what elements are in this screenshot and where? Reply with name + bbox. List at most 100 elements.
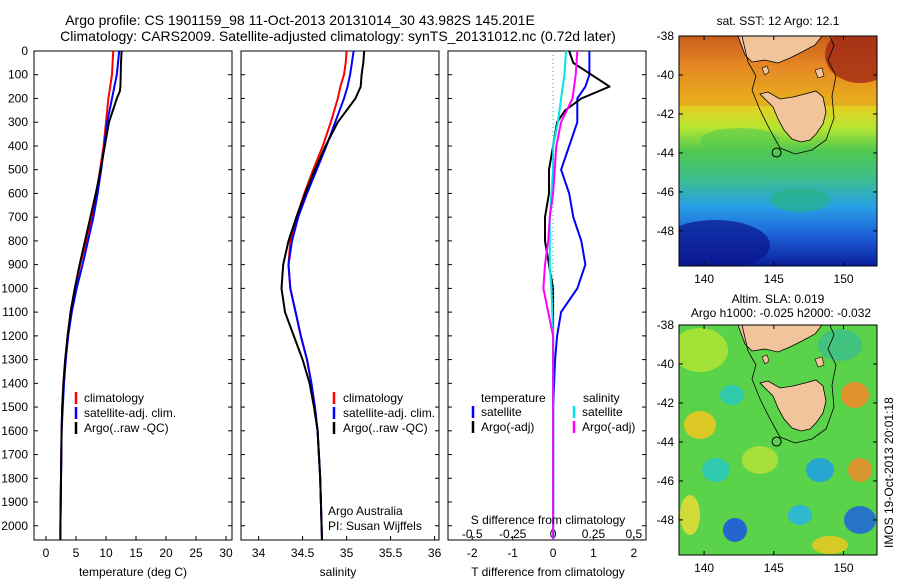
s-difference-axis-label: S difference from climatology bbox=[471, 513, 626, 527]
temperature-xtick-label: 10 bbox=[99, 546, 113, 560]
temperature-xtick-label: 0 bbox=[43, 546, 50, 560]
flinders-island bbox=[814, 356, 825, 368]
depth-tick-label: 1100 bbox=[2, 305, 28, 319]
depth-tick-label: 0 bbox=[21, 44, 28, 58]
warm-core bbox=[825, 36, 877, 83]
sla-anomaly bbox=[680, 495, 700, 535]
map-latitude-label: -38 bbox=[657, 29, 675, 43]
temperature-series-argo-raw-qc bbox=[59, 50, 123, 540]
difference-xtick-label: 0 bbox=[550, 546, 557, 560]
tasmania bbox=[759, 379, 827, 432]
depth-tick-label: 2000 bbox=[1, 519, 28, 533]
salinity-series-climatology bbox=[287, 50, 348, 541]
depth-tick-label: 1200 bbox=[1, 329, 28, 343]
salinity-series-argo-raw-qc bbox=[280, 50, 366, 541]
map-longitude-label: 140 bbox=[694, 561, 714, 575]
depth-contour bbox=[741, 36, 837, 155]
depth-tick-label: 900 bbox=[8, 258, 28, 272]
map-latitude-label: -44 bbox=[657, 435, 675, 449]
salinity-axis-label: salinity bbox=[320, 565, 357, 579]
temperature-xtick-label: 30 bbox=[219, 546, 233, 560]
salinity-series-satellite-adj-clim bbox=[287, 50, 355, 541]
map-latitude-label: -46 bbox=[657, 474, 675, 488]
depth-tick-label: 300 bbox=[8, 115, 28, 129]
salinity-panel-frame bbox=[240, 50, 440, 541]
temperature-xtick-label: 25 bbox=[189, 546, 203, 560]
temperature-series-satellite-adj-clim bbox=[59, 50, 121, 540]
temperature-legend: climatology satellite-adj. clim. Argo(..… bbox=[74, 391, 176, 435]
map-latitude-label: -48 bbox=[657, 224, 675, 238]
map-latitude-label: -42 bbox=[657, 396, 675, 410]
temperature-series-climatology bbox=[59, 50, 115, 540]
sst-map bbox=[679, 36, 877, 266]
green-patch bbox=[700, 128, 780, 152]
flinders-island bbox=[814, 67, 825, 79]
imos-timestamp-watermark: IMOS 19-Oct-2013 20:01:18 bbox=[882, 397, 896, 548]
salinity-xtick-label: 34 bbox=[252, 546, 266, 560]
salinity-xtick-label: 36 bbox=[428, 546, 442, 560]
depth-tick-label: 1900 bbox=[1, 495, 28, 509]
sla-map-frame bbox=[678, 324, 878, 556]
sla-anomaly bbox=[841, 382, 869, 408]
difference-xtick-label: -2 bbox=[467, 546, 478, 560]
depth-tick-label: 400 bbox=[8, 139, 28, 153]
legend-label-t-satellite: satellite bbox=[481, 405, 522, 419]
map-latitude-label: -40 bbox=[657, 357, 675, 371]
legend-label-argo: Argo(..raw -QC) bbox=[343, 421, 428, 435]
temperature-axis-label: temperature (deg C) bbox=[79, 565, 187, 579]
legend-label-satellite: satellite-adj. clim. bbox=[84, 406, 176, 420]
king-island bbox=[761, 65, 770, 76]
sla-anomaly bbox=[702, 458, 730, 482]
legend-label-climatology: climatology bbox=[343, 391, 403, 405]
mainland-australia bbox=[737, 36, 823, 64]
sla-anomaly bbox=[679, 328, 728, 372]
depth-tick-label: 1600 bbox=[1, 424, 28, 438]
sla-anomaly bbox=[723, 518, 747, 542]
salinity-xtick-label: 35.5 bbox=[379, 546, 403, 560]
legend-header-temperature: temperature bbox=[481, 391, 546, 405]
argo-position-marker bbox=[771, 436, 782, 447]
difference-panel-frame bbox=[447, 50, 647, 541]
s-difference-tick-label: 0.25 bbox=[582, 527, 606, 541]
map-latitude-label: -46 bbox=[657, 185, 675, 199]
difference-xtick-label: 1 bbox=[590, 546, 597, 560]
difference-xtick-label: -1 bbox=[507, 546, 518, 560]
salinity-xtick-label: 34.5 bbox=[291, 546, 315, 560]
figure-title-line1: Argo profile: CS 1901159_98 11-Oct-2013 … bbox=[65, 12, 535, 28]
depth-tick-label: 100 bbox=[8, 68, 28, 82]
green-patch bbox=[770, 188, 830, 212]
sla-anomaly bbox=[844, 506, 876, 534]
depth-tick-label: 800 bbox=[8, 234, 28, 248]
map-latitude-label: -48 bbox=[657, 513, 675, 527]
mainland-australia bbox=[737, 325, 823, 353]
argo-position-marker bbox=[771, 147, 782, 158]
difference-series-t-satellite bbox=[552, 51, 591, 540]
salinity-xtick-label: 35 bbox=[340, 546, 354, 560]
map-longitude-label: 150 bbox=[834, 272, 854, 286]
depth-tick-label: 700 bbox=[8, 210, 28, 224]
map-longitude-label: 140 bbox=[694, 272, 714, 286]
depth-contour bbox=[741, 325, 837, 444]
s-difference-tick-label: 0.5 bbox=[626, 527, 643, 541]
legend-label-t-argo: Argo(-adj) bbox=[481, 420, 534, 434]
sst-map-frame bbox=[678, 35, 878, 267]
sla-anomaly bbox=[684, 411, 716, 439]
legend-header-salinity: salinity bbox=[583, 391, 620, 405]
depth-tick-label: 1800 bbox=[1, 471, 28, 485]
legend-label-climatology: climatology bbox=[84, 391, 144, 405]
legend-label-s-argo: Argo(-adj) bbox=[582, 420, 635, 434]
cold-core bbox=[679, 220, 770, 266]
legend-label-satellite: satellite-adj. clim. bbox=[343, 406, 435, 420]
sla-map bbox=[679, 325, 877, 555]
pi-note: PI: Susan Wijffels bbox=[328, 519, 422, 533]
temperature-panel-frame bbox=[33, 50, 233, 541]
sla-anomaly bbox=[812, 536, 848, 554]
map-latitude-label: -44 bbox=[657, 146, 675, 160]
sla-anomaly bbox=[848, 458, 872, 482]
sla-anomaly bbox=[788, 505, 812, 525]
difference-legend: temperature salinity satellite Argo(-adj… bbox=[471, 391, 635, 434]
argo-australia-note: Argo Australia bbox=[328, 504, 403, 518]
king-island bbox=[761, 354, 770, 365]
t-difference-axis-label: T difference from climatology bbox=[471, 565, 625, 579]
sla-map-title: Altim. SLA: 0.019 bbox=[732, 292, 825, 306]
